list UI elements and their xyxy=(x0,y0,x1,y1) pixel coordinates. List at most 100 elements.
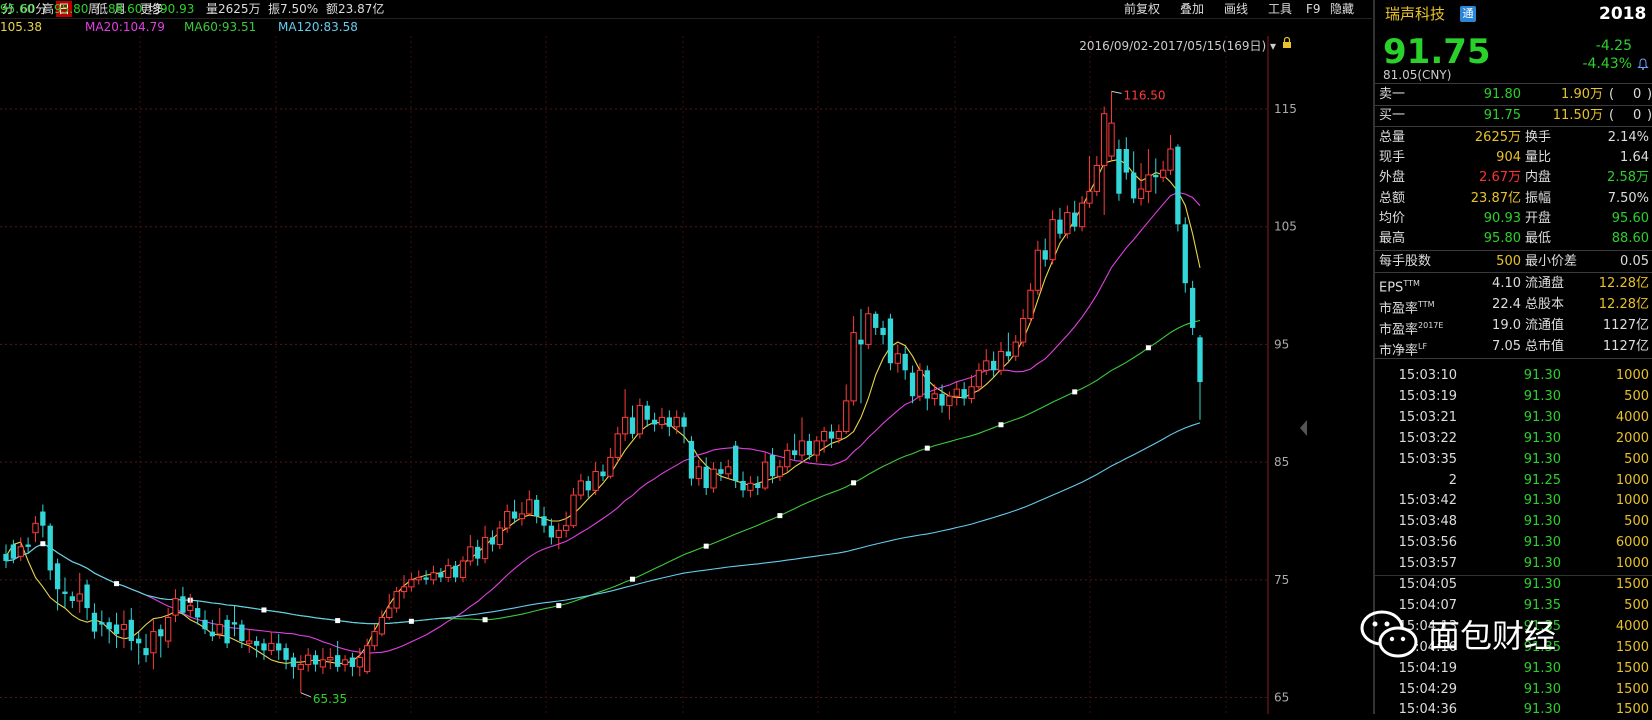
candle-body xyxy=(276,643,282,651)
high-price-label: 116.50 xyxy=(1124,88,1166,102)
tick-time: 15:03:19 xyxy=(1398,388,1457,404)
ma60-marker xyxy=(408,618,414,624)
quote-info-label: 振 xyxy=(268,2,281,16)
candle-body xyxy=(1197,337,1203,383)
collapse-panel-arrow-icon[interactable] xyxy=(1300,420,1307,436)
tick-price: 91.35 xyxy=(1523,639,1561,655)
candle-body xyxy=(600,471,606,477)
candle-body xyxy=(113,624,120,634)
ma60-marker xyxy=(482,617,488,623)
candle-body xyxy=(1093,164,1100,192)
tab-1[interactable]: 60分 xyxy=(20,2,48,16)
date-range-selector[interactable]: 2016/09/02-2017/05/15(169日) ▾ xyxy=(1079,39,1276,53)
candle-body xyxy=(349,657,356,667)
candle-body xyxy=(990,360,997,371)
candle-body xyxy=(806,440,813,456)
candle-body xyxy=(1167,148,1174,171)
stat-label: 振幅 xyxy=(1525,190,1552,206)
tab-2[interactable]: 日 xyxy=(56,1,73,17)
candle-body xyxy=(143,648,149,656)
bid-paren-right: ) xyxy=(1647,108,1652,123)
ratio-row: 市盈率2017E 19.0 流通值 1127亿 xyxy=(1375,316,1652,337)
candle-body xyxy=(562,525,570,531)
candle-body xyxy=(931,393,938,400)
candle-body xyxy=(946,395,953,407)
tool-5[interactable]: 隐藏 xyxy=(1330,2,1355,16)
y-tick-label: 85 xyxy=(1274,455,1289,469)
tool-1[interactable]: 叠加 xyxy=(1180,2,1205,16)
stat-value: 904 xyxy=(1496,150,1521,166)
ma60-marker xyxy=(998,422,1004,428)
candle-body xyxy=(17,546,24,557)
candle-body xyxy=(246,640,253,644)
candle-body xyxy=(305,654,312,666)
candle-body xyxy=(518,513,526,520)
tab-5[interactable]: 更多 xyxy=(140,2,165,16)
tab-0[interactable]: 分 xyxy=(2,2,15,16)
bid-paren-left: ( xyxy=(1609,108,1615,123)
tick-price: 91.35 xyxy=(1523,597,1561,613)
candle-body xyxy=(850,332,857,402)
candle-body xyxy=(577,480,585,496)
candle-body xyxy=(158,629,164,637)
stat-label: 现手 xyxy=(1379,150,1406,166)
connect-badge[interactable]: 通 xyxy=(1460,6,1476,22)
tick-volume: 4000 xyxy=(1615,409,1649,425)
tab-4[interactable]: 月 xyxy=(114,2,127,16)
tick-volume: 1500 xyxy=(1615,702,1649,718)
stat-value: 2.14% xyxy=(1607,130,1649,145)
ratio-value: 19.0 xyxy=(1492,318,1521,333)
candle-body xyxy=(356,657,363,668)
stat-value: 7.50% xyxy=(1607,190,1649,206)
tick-row: 15:03:56 91.30 6000 xyxy=(1375,533,1652,553)
candlestick-chart[interactable]: 115 105 95 85 75 65 116.50 65.35 2016/09/02-201… xyxy=(0,36,1308,714)
ratio-label: 市盈率2017E xyxy=(1379,321,1444,338)
tick-volume: 1000 xyxy=(1615,556,1649,572)
tool-2[interactable]: 画线 xyxy=(1224,2,1249,16)
lock-icon[interactable] xyxy=(1283,42,1291,48)
candle-body xyxy=(445,565,452,578)
ma60-marker xyxy=(335,618,341,624)
tick-time: 15:03:21 xyxy=(1398,409,1457,425)
candle-body xyxy=(202,619,208,630)
bell-icon[interactable] xyxy=(1637,58,1649,70)
stat-label: 外盘 xyxy=(1379,170,1406,186)
ask-label: 卖一 xyxy=(1379,87,1406,102)
tool-4[interactable]: F9 xyxy=(1306,2,1321,16)
candle-body xyxy=(467,546,474,562)
tick-price: 91.30 xyxy=(1523,409,1561,425)
candle-body xyxy=(695,466,702,480)
candle-body xyxy=(69,596,75,601)
ratio-label: EPSTTM xyxy=(1379,279,1420,296)
candle-body xyxy=(54,563,61,590)
tick-volume: 500 xyxy=(1624,597,1649,613)
candle-body xyxy=(459,560,467,578)
candle-body xyxy=(224,619,230,644)
tick-time: 15:04:19 xyxy=(1398,660,1457,676)
candle-body xyxy=(968,386,975,400)
tick-row: 2 91.25 1000 xyxy=(1375,471,1652,491)
ma60-marker xyxy=(629,576,635,582)
candle-body xyxy=(548,525,555,538)
candle-body xyxy=(784,449,791,468)
candle-body xyxy=(541,516,547,526)
ratio-label: 市净率LF xyxy=(1379,342,1428,359)
tab-3[interactable]: 周 xyxy=(88,2,101,16)
tick-price: 91.30 xyxy=(1523,577,1561,592)
tool-0[interactable]: 前复权 xyxy=(1124,2,1161,16)
price-change-pct: -4.43% xyxy=(1582,56,1632,72)
candle-body xyxy=(261,643,267,651)
stat-label: 均价 xyxy=(1379,210,1406,226)
candle-body xyxy=(710,468,717,489)
tick-price: 91.30 xyxy=(1523,660,1561,676)
candle-body xyxy=(3,553,9,561)
ask-price: 91.80 xyxy=(1483,87,1521,102)
ma60-marker xyxy=(556,603,562,609)
tick-volume: 6000 xyxy=(1615,535,1649,551)
candle-body xyxy=(887,318,894,364)
bid-label: 买一 xyxy=(1379,108,1406,123)
tool-3[interactable]: 工具 xyxy=(1268,2,1293,16)
tick-price: 91.25 xyxy=(1523,472,1561,488)
candle-body xyxy=(585,480,591,491)
candle-body xyxy=(961,389,967,399)
